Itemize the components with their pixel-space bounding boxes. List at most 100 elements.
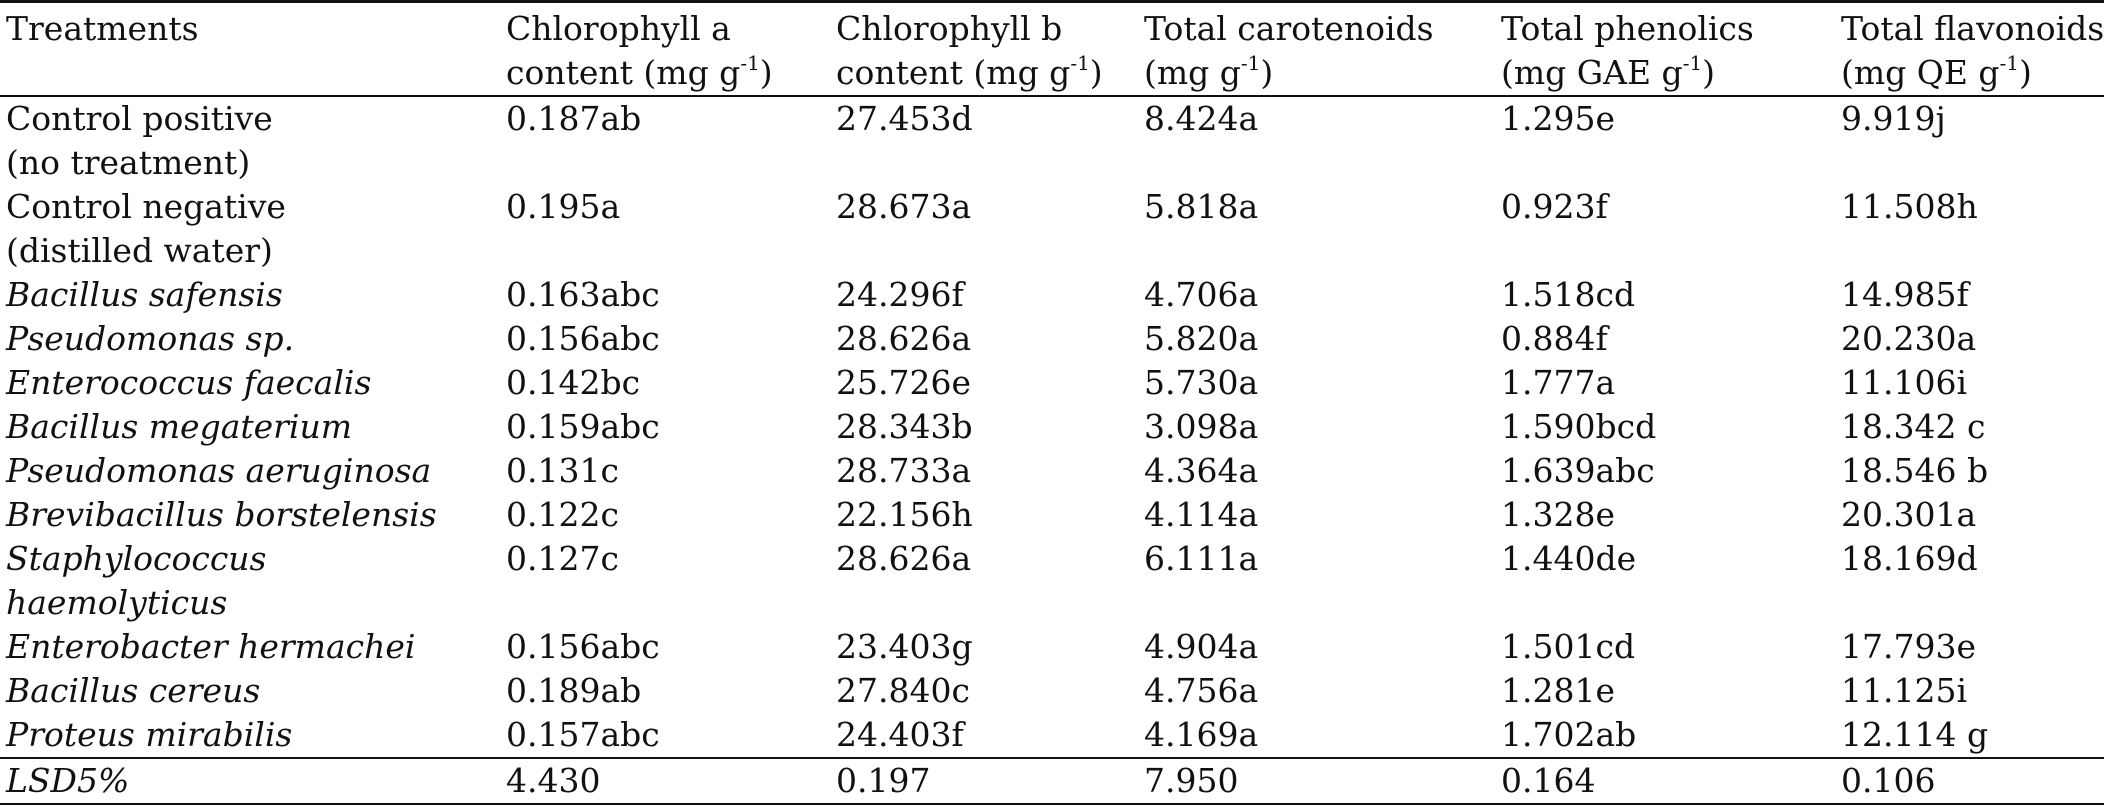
- treatment-name-continued: haemolyticus: [6, 583, 228, 622]
- table-body: Control positive (no treatment) 0.187ab 27.…: [0, 96, 2104, 804]
- treatment-name: Pseudomonas sp.: [6, 319, 295, 358]
- value-cell: 4.756a: [1144, 671, 1259, 710]
- value-cell: 3.098a: [1144, 407, 1259, 446]
- value-cell: 12.114 g: [1841, 715, 1989, 754]
- value-cell: 20.230a: [1841, 319, 1977, 358]
- value-cell: 1.590bcd: [1501, 407, 1657, 446]
- table-row: Pseudomonas aeruginosa 0.131c 28.733a 4.364…: [0, 449, 2104, 493]
- unit-text: (mg QE g: [1841, 53, 2000, 92]
- value-cell: 0.156abc: [506, 319, 660, 358]
- header-label: Total phenolics: [1501, 9, 1754, 48]
- value-cell: 1.328e: [1501, 495, 1616, 534]
- treatment-cell: Enterobacter hermachei: [0, 625, 500, 669]
- treatment-name-continued: (distilled water): [6, 231, 273, 270]
- unit-text: content (mg g: [836, 53, 1071, 92]
- treatment-name: Staphylococcus: [6, 539, 267, 578]
- value-cell: 22.156h: [836, 495, 973, 534]
- treatment-cell: Bacillus safensis: [0, 273, 500, 317]
- treatment-name: Control positive: [6, 99, 273, 138]
- value-cell: 0.884f: [1501, 319, 1608, 358]
- table-row: Bacillus megaterium 0.159abc 28.343b 3.098a…: [0, 405, 2104, 449]
- treatment-cell: Brevibacillus borstelensis: [0, 493, 500, 537]
- value-cell: 5.818a: [1144, 187, 1259, 226]
- treatment-name: Bacillus safensis: [6, 275, 283, 314]
- treatment-name: Brevibacillus borstelensis: [6, 495, 437, 534]
- value-cell: 27.840c: [836, 671, 970, 710]
- lsd-value-cell: 4.430: [506, 761, 601, 800]
- value-cell: 5.730a: [1144, 363, 1259, 402]
- table-row: Enterococcus faecalis 0.142bc 25.726e 5.730…: [0, 361, 2104, 405]
- table-row: Pseudomonas sp. 0.156abc 28.626a 5.820a 0.88…: [0, 317, 2104, 361]
- table-row: Proteus mirabilis 0.157abc 24.403f 4.169a 1.…: [0, 713, 2104, 758]
- treatment-name: Bacillus cereus: [6, 671, 261, 710]
- treatment-name: Proteus mirabilis: [6, 715, 293, 754]
- value-cell: 18.342 c: [1841, 407, 1986, 446]
- value-cell: 23.403g: [836, 627, 973, 666]
- value-cell: 4.364a: [1144, 451, 1259, 490]
- header-treatments: Treatments: [0, 2, 500, 97]
- value-cell: 11.125i: [1841, 671, 1968, 710]
- treatment-cell: Bacillus megaterium: [0, 405, 500, 449]
- header-total-flavonoids: Total flavonoids (mg QE g-1): [1835, 2, 2104, 97]
- treatment-name: Enterococcus faecalis: [6, 363, 372, 402]
- treatment-cell: Enterococcus faecalis: [0, 361, 500, 405]
- unit-exponent: -1: [740, 51, 760, 75]
- table-row: Staphylococcus haemolyticus 0.127c 28.626a 6…: [0, 537, 2104, 625]
- value-cell: 6.111a: [1144, 539, 1259, 578]
- value-cell: 1.777a: [1501, 363, 1616, 402]
- value-cell: 0.923f: [1501, 187, 1608, 226]
- value-cell: 0.142bc: [506, 363, 641, 402]
- value-cell: 20.301a: [1841, 495, 1977, 534]
- table-row: Control negative (distilled water) 0.195a 2…: [0, 185, 2104, 273]
- value-cell: 28.626a: [836, 539, 972, 578]
- unit-close: ): [759, 53, 773, 92]
- value-cell: 1.639abc: [1501, 451, 1655, 490]
- value-cell: 0.195a: [506, 187, 621, 226]
- table-row: Enterobacter hermachei 0.156abc 23.403g 4.9…: [0, 625, 2104, 669]
- header-row: Treatments Chlorophyll a content (mg g-1…: [0, 1, 2104, 97]
- value-cell: 28.733a: [836, 451, 972, 490]
- treatment-name-continued: (no treatment): [6, 143, 251, 182]
- header-chlorophyll-b: Chlorophyll b content (mg g-1): [830, 2, 1138, 97]
- value-cell: 0.131c: [506, 451, 619, 490]
- table-row: Bacillus cereus 0.189ab 27.840c 4.756a 1.281…: [0, 669, 2104, 713]
- value-cell: 24.296f: [836, 275, 964, 314]
- header-unit: [6, 51, 500, 95]
- value-cell: 0.122c: [506, 495, 619, 534]
- header-chlorophyll-a: Chlorophyll a content (mg g-1): [500, 2, 830, 97]
- value-cell: 0.157abc: [506, 715, 660, 754]
- table-header: Treatments Chlorophyll a content (mg g-1…: [0, 1, 2104, 97]
- unit-close: ): [1260, 53, 1274, 92]
- header-unit: content (mg g-1): [506, 51, 830, 95]
- header-total-phenolics: Total phenolics (mg GAE g-1): [1495, 2, 1835, 97]
- table-row: Bacillus safensis 0.163abc 24.296f 4.706a 1.…: [0, 273, 2104, 317]
- unit-exponent: -1: [1682, 51, 1703, 75]
- unit-exponent: -1: [1999, 51, 2020, 75]
- treatment-name: Enterobacter hermachei: [6, 627, 416, 666]
- value-cell: 18.169d: [1841, 539, 1978, 578]
- header-label: Treatments: [6, 9, 199, 48]
- header-label: Total carotenoids: [1144, 9, 1434, 48]
- unit-text: (mg GAE g: [1501, 53, 1683, 92]
- lsd-row: LSD5% 4.430 0.197 7.950 0.164 0.106: [0, 758, 2104, 804]
- value-cell: 1.501cd: [1501, 627, 1636, 666]
- value-cell: 5.820a: [1144, 319, 1259, 358]
- value-cell: 11.508h: [1841, 187, 1978, 226]
- table-row: Control positive (no treatment) 0.187ab 27.…: [0, 96, 2104, 185]
- treatment-cell: Pseudomonas aeruginosa: [0, 449, 500, 493]
- lsd-value-cell: 7.950: [1144, 761, 1239, 800]
- treatment-name: Bacillus megaterium: [6, 407, 353, 446]
- unit-close: ): [1089, 53, 1103, 92]
- value-cell: 17.793e: [1841, 627, 1976, 666]
- unit-close: ): [1702, 53, 1716, 92]
- value-cell: 1.295e: [1501, 99, 1616, 138]
- header-unit: (mg QE g-1): [1841, 51, 2104, 95]
- value-cell: 1.281e: [1501, 671, 1616, 710]
- treatment-name: Control negative: [6, 187, 286, 226]
- value-cell: 28.626a: [836, 319, 972, 358]
- header-total-carotenoids: Total carotenoids (mg g-1): [1138, 2, 1495, 97]
- value-cell: 0.156abc: [506, 627, 660, 666]
- treatment-cell: Proteus mirabilis: [0, 713, 500, 758]
